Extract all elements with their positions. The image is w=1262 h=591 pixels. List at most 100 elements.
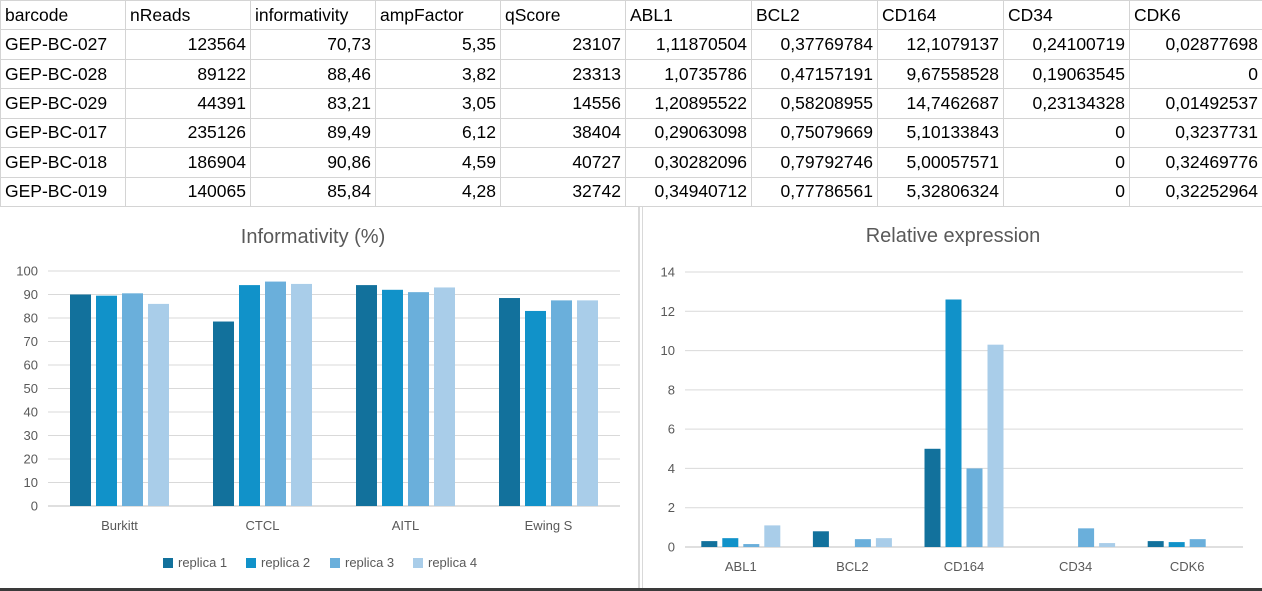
value-cell[interactable]: 0,30282096 xyxy=(625,147,752,178)
value-cell[interactable]: 0 xyxy=(1129,58,1262,90)
bar[interactable] xyxy=(987,344,1004,547)
value-cell[interactable]: 3,82 xyxy=(375,58,501,90)
value-cell[interactable]: 3,05 xyxy=(375,88,501,119)
value-cell[interactable]: 90,86 xyxy=(250,147,376,178)
bar[interactable] xyxy=(70,294,91,507)
value-cell[interactable]: 0 xyxy=(1003,117,1130,149)
value-cell[interactable]: 6,12 xyxy=(375,117,501,149)
value-cell[interactable]: 1,20895522 xyxy=(625,88,752,119)
informativity-chart[interactable]: Informativity (%) 0 10 20 30 40 50 60 70 80 90 100 B… xyxy=(0,207,640,588)
value-cell[interactable]: 0,02877698 xyxy=(1129,29,1262,60)
header-cell[interactable]: informativity xyxy=(250,0,376,31)
legend-entry[interactable]: replica 2 xyxy=(261,555,310,570)
value-cell[interactable]: 0,77786561 xyxy=(751,176,878,208)
header-cell[interactable]: BCL2 xyxy=(751,0,878,31)
bar[interactable] xyxy=(812,531,829,547)
bar[interactable] xyxy=(525,310,546,506)
value-cell[interactable]: 1,11870504 xyxy=(625,29,752,60)
value-cell[interactable]: 0,75079669 xyxy=(751,117,878,149)
header-cell[interactable]: ABL1 xyxy=(625,0,752,31)
barcode-cell[interactable]: GEP-BC-019 xyxy=(0,176,126,208)
bar[interactable] xyxy=(291,283,312,506)
barcode-cell[interactable]: GEP-BC-028 xyxy=(0,58,126,90)
value-cell[interactable]: 123564 xyxy=(125,29,251,60)
legend-entry[interactable]: replica 4 xyxy=(428,555,477,570)
barcode-cell[interactable]: GEP-BC-018 xyxy=(0,147,126,178)
value-cell[interactable]: 5,32806324 xyxy=(877,176,1004,208)
value-cell[interactable]: 0,58208955 xyxy=(751,88,878,119)
bar[interactable] xyxy=(239,285,260,506)
value-cell[interactable]: 140065 xyxy=(125,176,251,208)
value-cell[interactable]: 0,47157191 xyxy=(751,58,878,90)
value-cell[interactable]: 4,28 xyxy=(375,176,501,208)
header-cell[interactable]: qScore xyxy=(500,0,626,31)
value-cell[interactable]: 88,46 xyxy=(250,58,376,90)
bar[interactable] xyxy=(499,298,520,506)
value-cell[interactable]: 186904 xyxy=(125,147,251,178)
value-cell[interactable]: 0,24100719 xyxy=(1003,29,1130,60)
value-cell[interactable]: 40727 xyxy=(500,147,626,178)
bar[interactable] xyxy=(743,544,760,547)
barcode-cell[interactable]: GEP-BC-029 xyxy=(0,88,126,119)
header-cell[interactable]: ampFactor xyxy=(375,0,501,31)
bar[interactable] xyxy=(966,468,983,547)
value-cell[interactable]: 89122 xyxy=(125,58,251,90)
value-cell[interactable]: 0,29063098 xyxy=(625,117,752,149)
value-cell[interactable]: 32742 xyxy=(500,176,626,208)
bar[interactable] xyxy=(924,448,941,547)
value-cell[interactable]: 70,73 xyxy=(250,29,376,60)
value-cell[interactable]: 23107 xyxy=(500,29,626,60)
barcode-cell[interactable]: GEP-BC-017 xyxy=(0,117,126,149)
value-cell[interactable]: 5,35 xyxy=(375,29,501,60)
value-cell[interactable]: 0,79792746 xyxy=(751,147,878,178)
bar[interactable] xyxy=(945,299,962,548)
bar[interactable] xyxy=(1168,542,1185,547)
header-cell[interactable]: CD164 xyxy=(877,0,1004,31)
value-cell[interactable]: 89,49 xyxy=(250,117,376,149)
bar[interactable] xyxy=(213,321,234,506)
bar[interactable] xyxy=(577,300,598,506)
value-cell[interactable]: 0,32252964 xyxy=(1129,176,1262,208)
value-cell[interactable]: 5,10133843 xyxy=(877,117,1004,149)
bar[interactable] xyxy=(722,538,739,547)
legend-entry[interactable]: replica 3 xyxy=(345,555,394,570)
bar[interactable] xyxy=(356,285,377,506)
legend-entry[interactable]: replica 1 xyxy=(178,555,227,570)
value-cell[interactable]: 0,3237731 xyxy=(1129,117,1262,149)
value-cell[interactable]: 0,01492537 xyxy=(1129,88,1262,119)
header-cell[interactable]: CD34 xyxy=(1003,0,1130,31)
value-cell[interactable]: 0 xyxy=(1003,176,1130,208)
value-cell[interactable]: 12,1079137 xyxy=(877,29,1004,60)
relative-expression-chart[interactable]: Relative expression 0 2 4 6 8 10 12 14 ABL1 BCL2 CD… xyxy=(642,207,1262,588)
value-cell[interactable]: 0,23134328 xyxy=(1003,88,1130,119)
bar[interactable] xyxy=(551,300,572,506)
bar[interactable] xyxy=(1099,543,1116,547)
value-cell[interactable]: 9,67558528 xyxy=(877,58,1004,90)
value-cell[interactable]: 23313 xyxy=(500,58,626,90)
header-cell[interactable]: barcode xyxy=(0,0,126,31)
value-cell[interactable]: 14,7462687 xyxy=(877,88,1004,119)
bar[interactable] xyxy=(764,525,781,547)
bar[interactable] xyxy=(148,303,169,506)
header-cell[interactable]: nReads xyxy=(125,0,251,31)
bar[interactable] xyxy=(1189,539,1206,547)
value-cell[interactable]: 4,59 xyxy=(375,147,501,178)
bar[interactable] xyxy=(701,541,718,547)
value-cell[interactable]: 14556 xyxy=(500,88,626,119)
bar[interactable] xyxy=(122,293,143,506)
bar[interactable] xyxy=(96,295,117,506)
bar[interactable] xyxy=(1078,528,1095,547)
value-cell[interactable]: 44391 xyxy=(125,88,251,119)
barcode-cell[interactable]: GEP-BC-027 xyxy=(0,29,126,60)
bar[interactable] xyxy=(1147,541,1164,547)
value-cell[interactable]: 0,19063545 xyxy=(1003,58,1130,90)
value-cell[interactable]: 83,21 xyxy=(250,88,376,119)
value-cell[interactable]: 0,32469776 xyxy=(1129,147,1262,178)
bar[interactable] xyxy=(434,287,455,506)
value-cell[interactable]: 235126 xyxy=(125,117,251,149)
value-cell[interactable]: 1,0735786 xyxy=(625,58,752,90)
bar[interactable] xyxy=(875,538,892,547)
value-cell[interactable]: 0,34940712 xyxy=(625,176,752,208)
bar[interactable] xyxy=(265,281,286,506)
bar[interactable] xyxy=(408,292,429,506)
